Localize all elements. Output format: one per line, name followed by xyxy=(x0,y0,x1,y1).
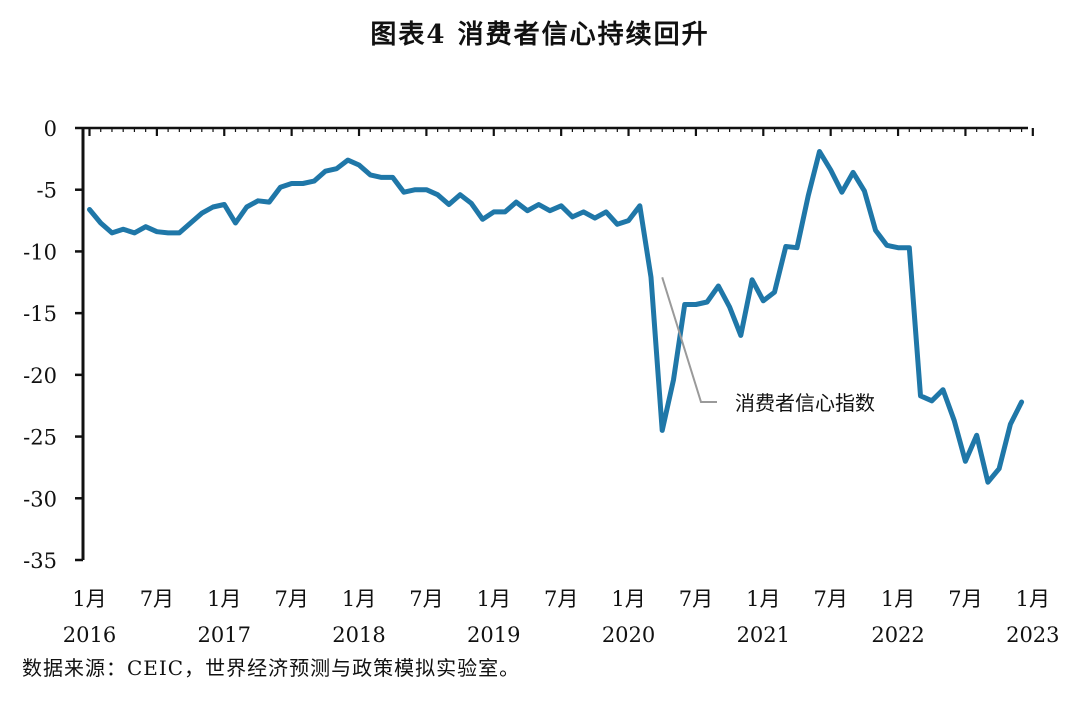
x-tick-label-month: 1月 xyxy=(881,587,915,611)
chart-title: 图表4 消费者信心持续回升 xyxy=(370,20,710,50)
annotation-layer: 消费者信心指数 xyxy=(661,277,875,415)
x-axis-ticks: 1月 2016 7月 1月 2017 7月 1月 2018 7月 1月 2019 7月 1月 2020 7月… xyxy=(63,128,1060,647)
y-tick-label: -5 xyxy=(37,179,57,203)
y-tick-label: -25 xyxy=(23,426,57,450)
y-tick-label: 0 xyxy=(44,117,57,141)
annotation-label: 消费者信心指数 xyxy=(735,391,875,415)
y-axis-ticks: 0 -5 -10 -15 -20 -25 -30 -35 xyxy=(23,117,83,573)
x-tick-label-month: 1月 xyxy=(611,587,645,611)
x-tick-label-month: 1月 xyxy=(1016,587,1050,611)
y-tick-label: -35 xyxy=(23,549,57,573)
annotation-leader-line xyxy=(661,277,717,403)
x-tick-label-month: 7月 xyxy=(140,587,174,611)
x-tick-label-year: 2022 xyxy=(871,623,924,647)
x-tick-label-year: 2019 xyxy=(467,623,520,647)
axes xyxy=(81,126,1028,560)
x-tick-label-month: 7月 xyxy=(409,587,443,611)
source-note: 数据来源：CEIC，世界经济预测与政策模拟实验室。 xyxy=(22,656,521,680)
x-tick-label-year: 2017 xyxy=(198,623,251,647)
series-layer xyxy=(87,149,1025,485)
x-tick-label-month: 1月 xyxy=(72,587,106,611)
x-tick-label-month: 7月 xyxy=(813,587,847,611)
y-tick-label: -20 xyxy=(23,364,57,388)
series-line-0 xyxy=(87,149,1025,485)
x-tick-label-year: 2023 xyxy=(1006,623,1059,647)
x-tick-label-year: 2020 xyxy=(602,623,655,647)
y-tick-label: -30 xyxy=(23,487,57,511)
x-tick-label-year: 2021 xyxy=(737,623,790,647)
x-tick-label-month: 1月 xyxy=(342,587,376,611)
x-tick-label-month: 1月 xyxy=(207,587,241,611)
x-tick-label-month: 1月 xyxy=(746,587,780,611)
x-tick-label-month: 7月 xyxy=(274,587,308,611)
x-tick-label-month: 1月 xyxy=(477,587,511,611)
y-tick-label: -10 xyxy=(23,240,57,264)
x-tick-label-year: 2018 xyxy=(332,623,385,647)
x-tick-label-month: 7月 xyxy=(544,587,578,611)
x-tick-label-year: 2016 xyxy=(63,623,116,647)
y-tick-label: -15 xyxy=(23,302,57,326)
x-tick-label-month: 7月 xyxy=(948,587,982,611)
x-tick-label-month: 7月 xyxy=(679,587,713,611)
